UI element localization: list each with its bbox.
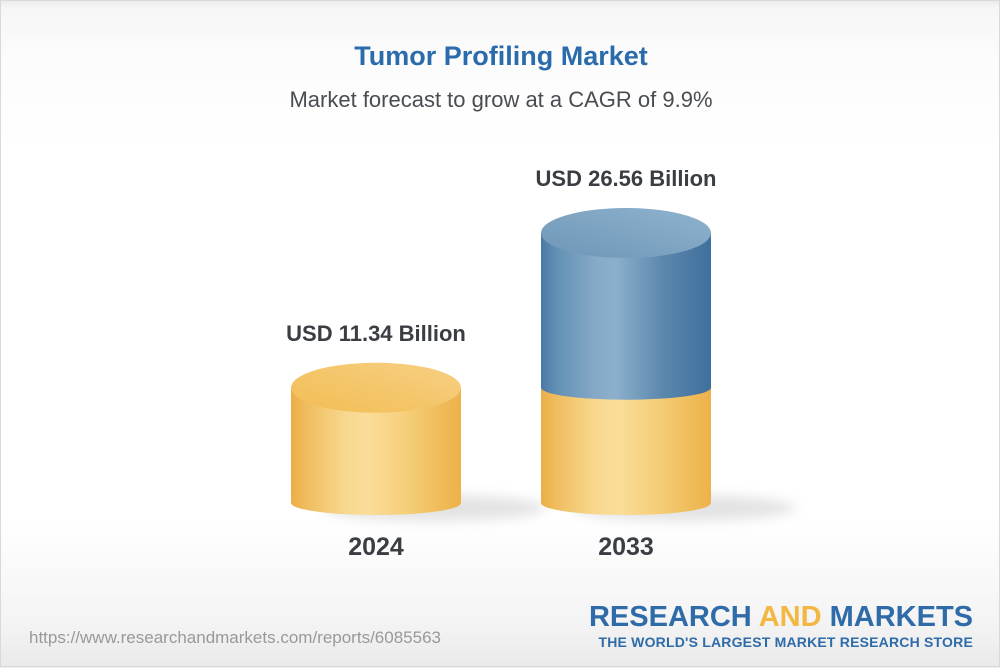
report-url: https://www.researchandmarkets.com/repor… <box>29 628 441 647</box>
cylinder-bars <box>291 208 796 521</box>
bar-value-label: USD 11.34 Billion <box>286 320 466 346</box>
logo-wordmark: RESEARCH AND MARKETS <box>589 602 973 632</box>
logo-tagline: THE WORLD'S LARGEST MARKET RESEARCH STOR… <box>598 634 973 650</box>
logo-word-research: RESEARCH <box>588 601 752 633</box>
research-and-markets-logo: RESEARCH AND MARKETS THE WORLD'S LARGEST… <box>589 602 973 650</box>
logo-word-and: AND <box>758 601 822 633</box>
bar-value-label: USD 26.56 Billion <box>535 166 717 191</box>
x-axis-label-2024: 2024 <box>348 533 404 561</box>
page-title: Tumor Profiling Market <box>354 41 648 71</box>
page-subtitle: Market forecast to grow at a CAGR of 9.9… <box>289 87 713 112</box>
x-axis-label-2033: 2033 <box>598 533 654 561</box>
logo-word-markets: MARKETS <box>829 601 973 633</box>
